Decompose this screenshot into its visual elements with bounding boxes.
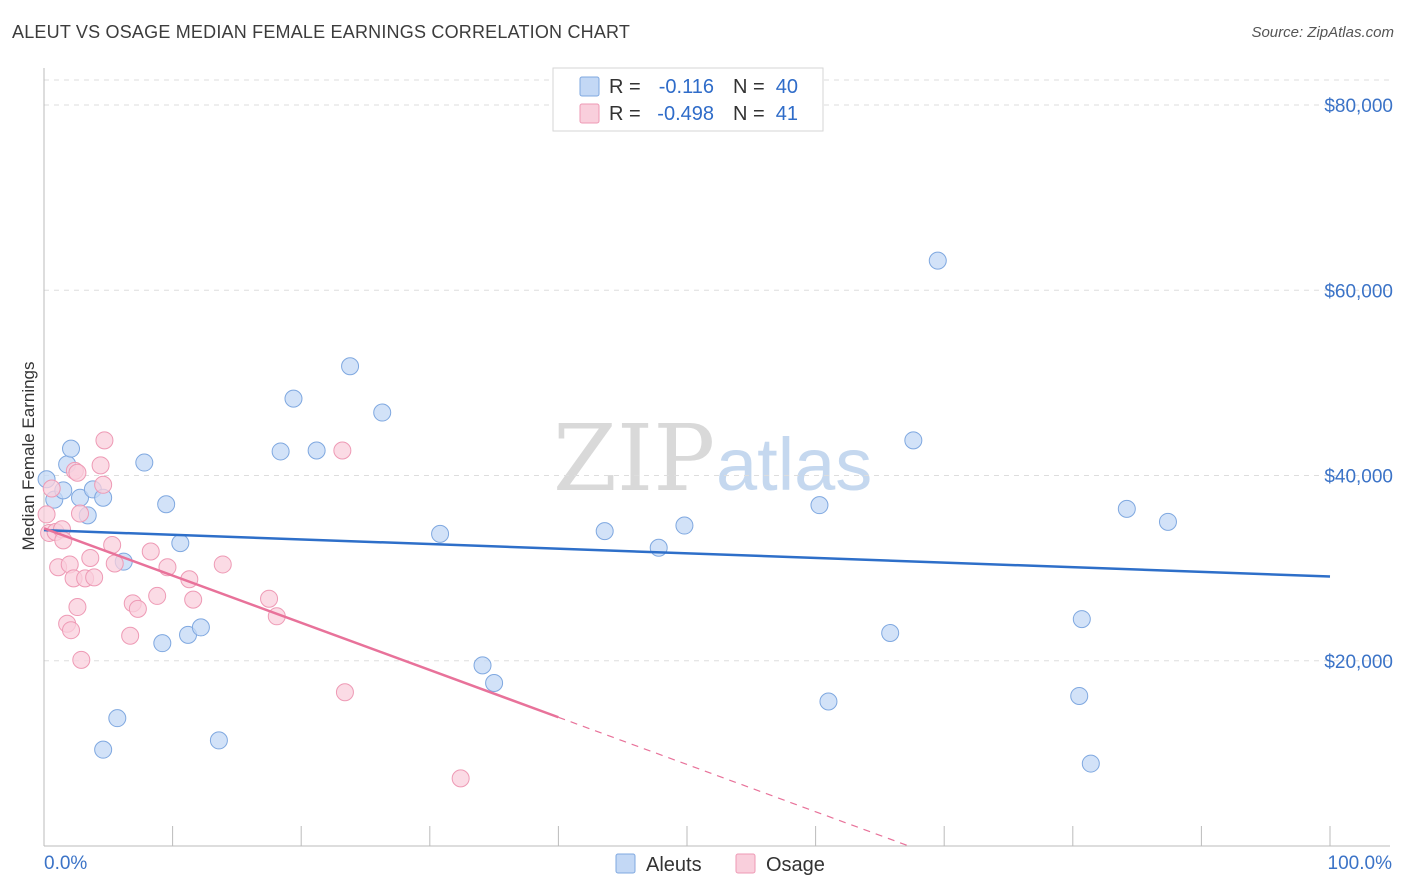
watermark-atlas: atlas [716, 423, 872, 506]
osage-point [148, 586, 167, 605]
y-tick-label: $40,000 [1324, 467, 1393, 488]
aleuts-point [473, 656, 492, 675]
legend-n-label-osage: N = [733, 103, 765, 125]
aleuts-point [191, 618, 210, 637]
osage-point [184, 590, 203, 609]
aleuts-point [1117, 499, 1136, 518]
legend-r-label-osage: R = [609, 103, 641, 125]
aleuts-point [1072, 610, 1091, 629]
bottom-legend-label-aleuts: Aleuts [646, 854, 702, 876]
y-tick-label: $80,000 [1324, 96, 1393, 117]
aleuts-point [209, 731, 228, 750]
bottom-legend-swatch-aleuts [615, 853, 636, 874]
legend-swatch-osage [579, 103, 600, 124]
y-tick-label: $60,000 [1324, 281, 1393, 302]
aleuts-point [307, 441, 326, 460]
osage-point [95, 431, 114, 450]
aleuts-point [171, 534, 190, 553]
aleuts-point [485, 673, 504, 692]
osage-point [71, 504, 90, 523]
osage-point [37, 505, 56, 524]
grid-lines [44, 79, 1392, 662]
aleuts-point [431, 524, 450, 543]
legend-r-label-aleuts: R = [609, 76, 641, 98]
osage-point [91, 456, 110, 475]
aleuts-point [1081, 754, 1100, 773]
aleuts-point [284, 389, 303, 408]
y-tick-labels: $20,000 $40,000 $60,000 $80,000 [1324, 96, 1393, 673]
aleuts-point [675, 516, 694, 535]
series-osage-points [37, 431, 470, 788]
osage-point [141, 542, 160, 561]
legend-box: R = -0.116 N = 40 R = -0.498 N = 41 [552, 67, 824, 132]
watermark-zip: ZIP [553, 405, 715, 512]
legend-n-value-osage: 41 [776, 103, 798, 125]
osage-point [94, 475, 113, 494]
aleuts-point [904, 431, 923, 450]
x-tick-label-max: 100.0% [1328, 853, 1393, 874]
bottom-legend-swatch-osage [735, 853, 756, 874]
series-aleuts-points [37, 251, 1177, 773]
aleuts-point [341, 357, 360, 376]
aleuts-point [157, 495, 176, 514]
legend-n-value-aleuts: 40 [776, 76, 798, 98]
osage-point [68, 598, 87, 617]
aleuts-point [1070, 686, 1089, 705]
osage-point [335, 683, 354, 702]
aleuts-point [62, 439, 81, 458]
osage-point [42, 479, 61, 498]
aleuts-point [819, 692, 838, 711]
aleuts-point [108, 709, 127, 728]
aleuts-point [928, 251, 947, 270]
aleuts-point [1158, 512, 1177, 531]
osage-point [451, 769, 470, 788]
osage-point [121, 626, 140, 645]
aleuts-point [94, 740, 113, 759]
y-tick-label: $20,000 [1324, 652, 1393, 673]
legend-n-label-aleuts: N = [733, 76, 765, 98]
aleuts-point [881, 623, 900, 642]
aleuts-point [373, 403, 392, 422]
osage-point [260, 589, 279, 608]
legend-swatch-aleuts [579, 76, 600, 97]
trend-lines [43, 527, 1331, 847]
aleuts-point [271, 442, 290, 461]
y-axis-title: Median Female Earnings [19, 362, 38, 551]
legend-r-value-osage: -0.498 [657, 103, 714, 125]
osage-point [128, 599, 147, 618]
osage-point [85, 568, 104, 587]
bottom-legend-label-osage: Osage [766, 854, 825, 876]
x-tick-label-min: 0.0% [44, 853, 87, 874]
axes [43, 68, 1390, 847]
aleuts-point [595, 522, 614, 541]
aleuts-point [810, 496, 829, 515]
x-ticks [43, 826, 1331, 846]
aleuts-trend-line [43, 528, 1331, 578]
aleuts-point [153, 634, 172, 653]
osage-point [333, 441, 352, 460]
source-label: Source: ZipAtlas.com [1251, 24, 1394, 41]
osage-point [62, 621, 81, 640]
osage-point [213, 555, 232, 574]
chart-title: ALEUT VS OSAGE MEDIAN FEMALE EARNINGS CO… [12, 22, 631, 42]
osage-point [72, 650, 91, 669]
osage-trend-line-extension [558, 716, 910, 847]
osage-trend-line [43, 527, 559, 719]
bottom-legend: Aleuts Osage [615, 853, 825, 876]
osage-point [81, 548, 100, 567]
legend-r-value-aleuts: -0.116 [659, 76, 714, 98]
osage-point [68, 463, 87, 482]
aleuts-point [135, 453, 154, 472]
